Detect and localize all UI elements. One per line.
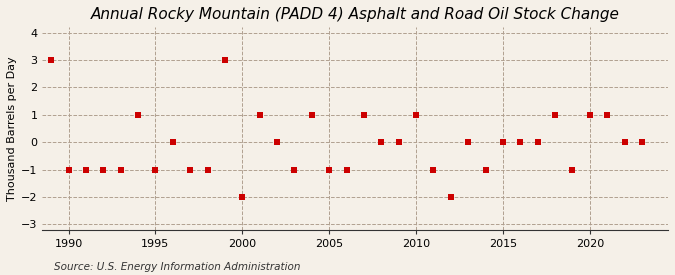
Point [480, 167, 491, 172]
Point [549, 113, 560, 117]
Point [619, 140, 630, 144]
Point [185, 167, 196, 172]
Point [515, 140, 526, 144]
Text: Source: U.S. Energy Information Administration: Source: U.S. Energy Information Administ… [54, 262, 300, 272]
Point [428, 167, 439, 172]
Point [376, 140, 387, 144]
Point [63, 167, 74, 172]
Point [446, 195, 456, 199]
Point [602, 113, 613, 117]
Title: Annual Rocky Mountain (PADD 4) Asphalt and Road Oil Stock Change: Annual Rocky Mountain (PADD 4) Asphalt a… [91, 7, 620, 22]
Point [410, 113, 421, 117]
Point [237, 195, 248, 199]
Point [289, 167, 300, 172]
Point [463, 140, 474, 144]
Point [150, 167, 161, 172]
Point [533, 140, 543, 144]
Point [202, 167, 213, 172]
Point [271, 140, 282, 144]
Point [167, 140, 178, 144]
Point [306, 113, 317, 117]
Point [254, 113, 265, 117]
Point [98, 167, 109, 172]
Point [394, 140, 404, 144]
Point [219, 58, 230, 62]
Point [341, 167, 352, 172]
Point [358, 113, 369, 117]
Point [115, 167, 126, 172]
Point [585, 113, 595, 117]
Point [80, 167, 91, 172]
Point [497, 140, 508, 144]
Point [637, 140, 647, 144]
Point [567, 167, 578, 172]
Point [324, 167, 335, 172]
Point [133, 113, 144, 117]
Y-axis label: Thousand Barrels per Day: Thousand Barrels per Day [7, 56, 17, 201]
Point [46, 58, 57, 62]
